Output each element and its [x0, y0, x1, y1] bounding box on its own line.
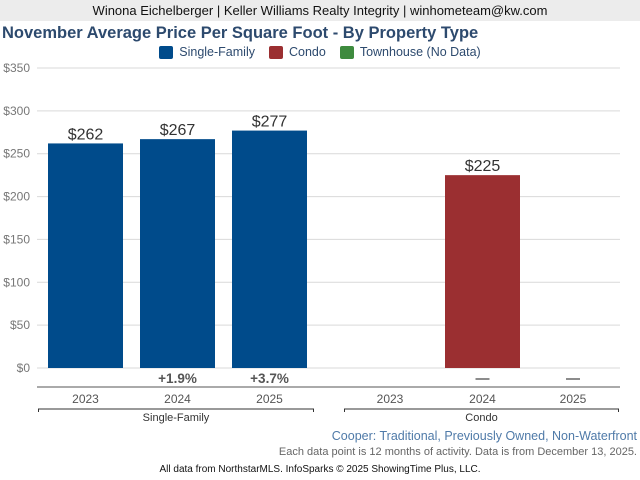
x-category-label: 2024	[469, 392, 496, 406]
y-tick-label: $300	[3, 104, 30, 118]
legend-label: Condo	[288, 45, 326, 59]
legend-swatch-condo	[268, 45, 283, 59]
group-label: Single-Family	[143, 412, 210, 424]
y-tick-label: $250	[3, 147, 30, 161]
y-axis: $0 $50 $100 $150 $200 $250 $300 $350	[3, 61, 30, 375]
x-category-label: 2025	[256, 392, 283, 406]
y-tick-label: $150	[3, 232, 30, 246]
y-tick-label: $200	[3, 190, 30, 204]
y-tick-label: $0	[17, 361, 31, 375]
bar-single-family-2024[interactable]	[140, 139, 215, 368]
bar-value-label: $262	[68, 126, 104, 143]
chart-title: November Average Price Per Square Foot -…	[2, 24, 479, 42]
legend-label: Single-Family	[179, 45, 255, 59]
legend-swatch-townhouse	[339, 45, 354, 59]
gridlines	[37, 67, 620, 369]
group-label: Condo	[465, 412, 497, 424]
bar-value-label: $277	[252, 114, 288, 131]
bar-value-label: $267	[160, 122, 196, 139]
x-category-label: 2023	[72, 392, 99, 406]
bar-single-family-2023[interactable]	[48, 143, 123, 368]
y-tick-label: $50	[10, 318, 30, 332]
bar-value-label: $225	[465, 158, 501, 175]
legend-label: Townhouse (No Data)	[359, 45, 481, 59]
bar-single-family-2025[interactable]	[232, 130, 307, 368]
percent-change-label: +3.7%	[250, 371, 289, 386]
agent-header: Winona Eichelberger | Keller Williams Re…	[0, 0, 640, 21]
bar-chart: $0$50$100$150$200$250$300$350 $262 $267$2…	[3, 61, 620, 424]
legend-item-townhouse[interactable]: Townhouse (No Data)	[339, 45, 481, 59]
chart-subtitle: Cooper: Traditional, Previously Owned, N…	[331, 429, 637, 443]
data-note: Each data point is 12 months of activity…	[278, 446, 637, 458]
bar-condo-2024[interactable]	[445, 175, 520, 368]
y-tick-label: $350	[3, 61, 30, 75]
x-category-label: 2023	[377, 392, 404, 406]
bars: $262 $267 $277 $225	[48, 114, 520, 368]
percent-change-label: +1.9%	[158, 371, 197, 386]
x-axis: 2023 +1.9% 2024 +3.7% 2025 Single-Family 2023 2…	[37, 371, 620, 424]
chart-legend: Single-Family Condo Townhouse (No Data)	[0, 45, 640, 59]
y-tick-label: $100	[3, 275, 30, 289]
x-category-label: 2024	[164, 392, 191, 406]
legend-item-condo[interactable]: Condo	[268, 45, 326, 59]
legend-swatch-single-family	[159, 45, 174, 59]
legend-item-single-family[interactable]: Single-Family	[159, 45, 255, 59]
x-category-label: 2025	[560, 392, 587, 406]
footer-credit: All data from NorthstarMLS. InfoSparks ©…	[159, 464, 481, 475]
